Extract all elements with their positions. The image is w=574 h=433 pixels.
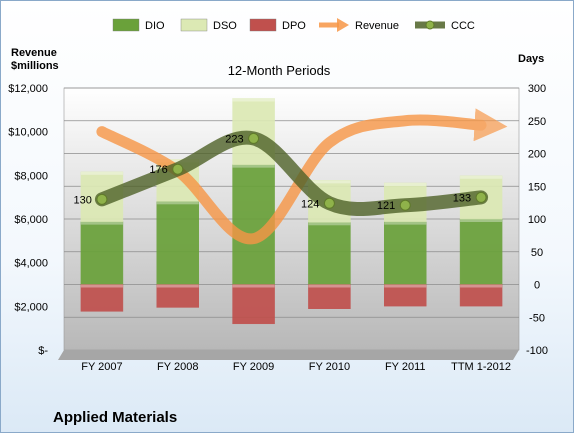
left-axis-tick-label: $10,000 xyxy=(8,127,48,139)
bar-dio xyxy=(384,221,427,285)
left-axis-tick-label: $8,000 xyxy=(14,170,48,182)
bar-dso-highlight xyxy=(156,159,199,163)
right-axis-tick-label: 200 xyxy=(528,149,546,161)
bar-dpo xyxy=(156,284,199,308)
bar-dso-highlight xyxy=(460,175,503,179)
left-axis-tick-label: $4,000 xyxy=(14,258,48,270)
bar-dpo-highlight xyxy=(232,284,275,288)
plot-floor xyxy=(58,350,519,360)
bar-dpo-highlight xyxy=(384,284,427,288)
bar-dio xyxy=(156,201,199,285)
bar-dpo xyxy=(308,284,351,309)
chart-title: 12-Month Periods xyxy=(228,63,331,78)
legend-label-dso: DSO xyxy=(213,20,237,32)
bar-dpo xyxy=(232,284,275,325)
bar-dio xyxy=(459,218,503,285)
bar-dpo-highlight xyxy=(80,284,123,288)
bar-dso-highlight xyxy=(384,182,427,186)
ccc-point xyxy=(475,191,487,203)
x-axis-tick-label: FY 2008 xyxy=(157,361,198,373)
x-axis-tick-label: FY 2007 xyxy=(81,361,122,373)
x-axis-tick-label: FY 2010 xyxy=(309,361,350,373)
bar-dso-highlight xyxy=(308,180,351,184)
ccc-point xyxy=(248,132,260,144)
bar-dio-highlight xyxy=(308,222,351,226)
left-axis-tick-label: $6,000 xyxy=(14,214,48,226)
right-axis-tick-label: 300 xyxy=(528,83,546,95)
ccc-point xyxy=(323,197,335,209)
bar-dio xyxy=(308,222,351,285)
left-axis-title-line1: Revenue xyxy=(11,47,57,59)
legend-label-dio: DIO xyxy=(145,20,165,32)
legend-label-ccc: CCC xyxy=(451,20,475,32)
bar-dio xyxy=(80,221,124,285)
ccc-data-label: 176 xyxy=(149,164,167,176)
legend-arrow-icon xyxy=(337,18,349,32)
right-axis-tick-label: 100 xyxy=(528,214,546,226)
legend-swatch-dso xyxy=(180,18,208,32)
bar-dio-highlight xyxy=(80,221,123,225)
right-axis-tick-label: 150 xyxy=(528,181,546,193)
bar-dpo xyxy=(459,284,503,307)
bar-dso-highlight xyxy=(232,98,275,102)
bar-dio-highlight xyxy=(460,219,503,222)
ccc-data-label: 124 xyxy=(301,198,319,210)
bar-dio-highlight xyxy=(232,164,275,168)
ccc-point xyxy=(96,193,108,205)
ccc-point xyxy=(172,163,184,175)
bar-dio-highlight xyxy=(156,201,199,205)
left-axis-tick-label: $2,000 xyxy=(14,301,48,313)
ccc-data-label: 121 xyxy=(377,200,395,212)
bar-dpo xyxy=(384,284,427,307)
right-axis-tick-label: 250 xyxy=(528,116,546,128)
x-axis-tick-label: TTM 1-2012 xyxy=(451,361,511,373)
right-axis-tick-label: -50 xyxy=(529,312,545,324)
left-axis-title-line2: $millions xyxy=(11,60,59,72)
ccc-data-label: 133 xyxy=(453,192,471,204)
company-name: Applied Materials xyxy=(53,409,177,426)
legend-label-revenue: Revenue xyxy=(355,20,399,32)
ccc-data-label: 130 xyxy=(74,194,92,206)
right-axis-tick-label: -100 xyxy=(526,345,548,357)
bar-dpo-highlight xyxy=(460,284,503,288)
legend-swatch-dpo xyxy=(249,18,277,32)
bar-dpo xyxy=(80,284,124,312)
left-axis-tick-label: $- xyxy=(38,345,48,357)
ccc-data-label: 223 xyxy=(225,133,243,145)
legend-ccc-marker xyxy=(425,20,435,30)
right-axis-title: Days xyxy=(518,53,544,65)
legend-label-dpo: DPO xyxy=(282,20,306,32)
right-axis-tick-label: 50 xyxy=(531,247,543,259)
left-axis-tick-label: $12,000 xyxy=(8,83,48,95)
ccc-point xyxy=(399,199,411,211)
bar-dso-highlight xyxy=(80,171,123,175)
bar-dio-highlight xyxy=(384,221,427,225)
bar-dpo-highlight xyxy=(308,284,351,288)
legend-swatch-dio xyxy=(112,18,140,32)
bar-dpo-highlight xyxy=(156,284,199,288)
right-axis-tick-label: 0 xyxy=(534,280,540,292)
x-axis-tick-label: FY 2009 xyxy=(233,361,274,373)
x-axis-tick-label: FY 2011 xyxy=(385,361,426,373)
